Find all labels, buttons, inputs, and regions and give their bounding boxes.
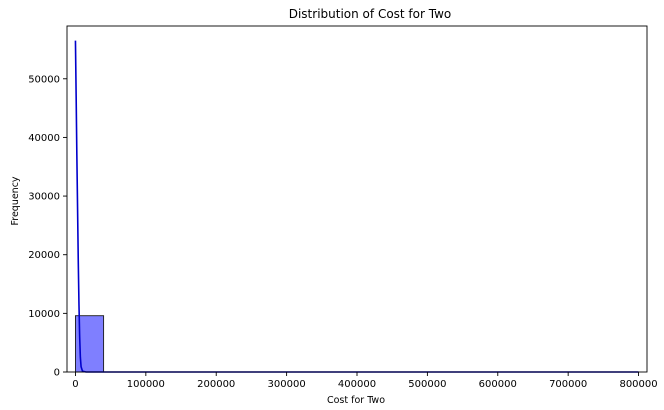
x-axis-label: Cost for Two [327, 395, 385, 406]
chart-title: Distribution of Cost for Two [289, 7, 452, 21]
x-tick-label: 100000 [127, 379, 165, 390]
x-tick-label: 0 [72, 379, 78, 390]
x-tick-label: 200000 [197, 379, 235, 390]
x-tick-label: 400000 [338, 379, 376, 390]
kde-line [74, 40, 639, 373]
y-tick-label: 0 [54, 368, 60, 379]
plot-area: 0 100000 200000 300000 400000 500000 600000 700… [28, 25, 658, 390]
x-tick-label: 800000 [619, 379, 657, 390]
x-tick-label: 300000 [268, 379, 306, 390]
x-tick-label: 700000 [549, 379, 587, 390]
x-tick-label: 500000 [408, 379, 446, 390]
axes-frame [66, 25, 648, 373]
y-tick-label: 30000 [28, 192, 60, 203]
y-tick-label: 50000 [28, 74, 60, 85]
y-tick-label: 10000 [28, 309, 60, 320]
y-axis-label: Frequency [10, 176, 21, 225]
y-tick-label: 40000 [28, 133, 60, 144]
y-tick-label: 20000 [28, 250, 60, 261]
x-tick-label: 600000 [479, 379, 517, 390]
